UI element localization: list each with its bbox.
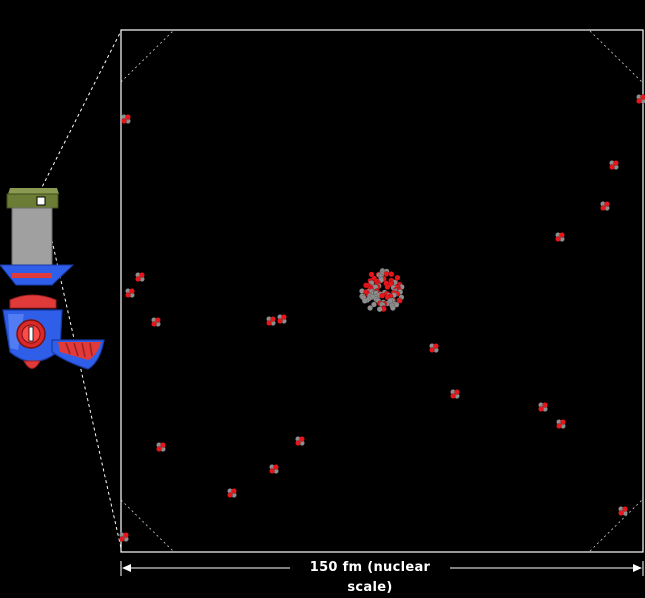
- alpha-particle-icon: [636, 94, 645, 104]
- projection-line-bottom: [43, 204, 122, 549]
- alpha-particle-icon: [295, 436, 305, 446]
- alpha-particle-icon: [227, 488, 237, 498]
- alpha-particle-icon: [555, 232, 565, 242]
- alpha-particle-icon: [156, 442, 166, 452]
- zoom-projection-lines: [36, 30, 122, 549]
- alpha-particle-icon: [121, 114, 131, 124]
- alpha-particle-icon: [266, 316, 276, 326]
- alpha-particle-icon: [538, 402, 548, 412]
- alpha-particle-icon: [556, 419, 566, 429]
- alpha-particle-icon: [119, 532, 129, 542]
- alpha-particle-icon: [151, 317, 161, 327]
- gun-aperture: [36, 196, 46, 206]
- alpha-particle-icon: [609, 160, 619, 170]
- alpha-particle-icon: [600, 201, 610, 211]
- projection-line-top: [36, 30, 122, 198]
- corner-guide-lines: [120, 30, 643, 552]
- alpha-particle-icon: [450, 389, 460, 399]
- alpha-particles: [119, 94, 645, 542]
- scale-bar-label: 150 fm (nuclear scale): [290, 558, 450, 595]
- view-frame: [120, 29, 644, 553]
- alpha-particle-gun-icon[interactable]: [0, 188, 105, 370]
- fire-button-icon: [28, 326, 34, 342]
- alpha-particle-icon: [135, 272, 145, 282]
- alpha-particle-icon: [269, 464, 279, 474]
- alpha-particle-icon: [277, 314, 287, 324]
- alpha-particle-icon: [618, 506, 628, 516]
- atomic-nucleus-icon: [359, 267, 405, 313]
- alpha-particle-icon: [125, 288, 135, 298]
- alpha-particle-icon: [429, 343, 439, 353]
